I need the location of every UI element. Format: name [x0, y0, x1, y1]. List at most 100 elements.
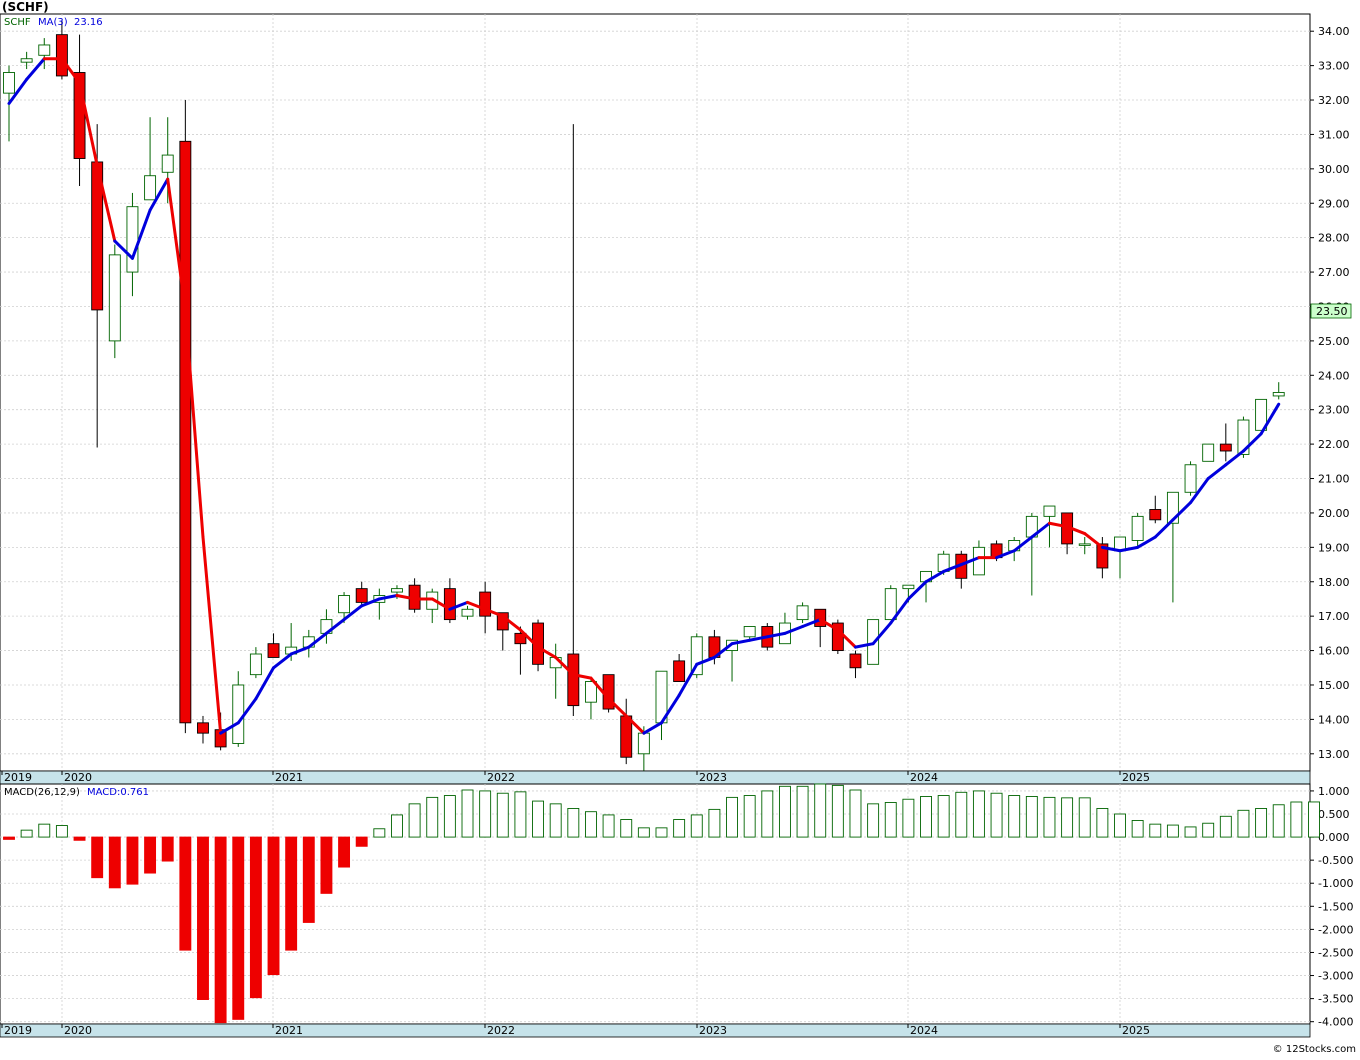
- macd-bar: [1096, 808, 1109, 838]
- candle-body: [1166, 491, 1179, 524]
- candle: [479, 581, 492, 634]
- candle: [567, 124, 580, 716]
- macd-bar: [1078, 797, 1091, 838]
- ma-segment: [1206, 463, 1228, 481]
- ma-segment: [871, 621, 893, 646]
- date-labels-bottom: 2019 2020 2021 2022 2023 2024 2025: [1, 1024, 1150, 1037]
- candle-body: [267, 643, 280, 658]
- macd-panel: [0, 783, 1311, 1025]
- macd-bar: [479, 790, 492, 838]
- ma-segment: [201, 535, 223, 735]
- macd-bar: [108, 836, 121, 889]
- macd-bar: [1025, 796, 1038, 838]
- candle: [1219, 423, 1232, 462]
- ma-segment: [730, 638, 752, 646]
- ma-segment: [342, 604, 364, 622]
- price-tick-label: 23.00: [1318, 404, 1350, 417]
- year-label: 2020: [64, 1024, 92, 1037]
- ma-segment: [1030, 521, 1051, 539]
- price-tick-label: 31.00: [1318, 128, 1350, 141]
- macd-bar: [920, 796, 932, 838]
- candle-body: [3, 72, 15, 94]
- chart-title: (SCHF): [2, 0, 49, 14]
- ma-value: 23.16: [74, 17, 103, 28]
- macd-bar: [761, 790, 774, 838]
- macd-bar: [1149, 823, 1162, 838]
- ma-segment: [395, 594, 417, 601]
- ma-segment: [95, 163, 117, 243]
- ma-segment: [1047, 521, 1069, 529]
- ma-segment: [7, 77, 29, 105]
- macd-bar: [585, 811, 597, 838]
- candle: [673, 654, 686, 682]
- candle: [38, 38, 51, 70]
- candle-body: [1131, 515, 1144, 541]
- ma-segment: [501, 614, 522, 632]
- candle-body: [197, 722, 209, 734]
- footer-credit: © 12Stocks.com: [1273, 1044, 1356, 1055]
- macd-bar: [267, 836, 280, 976]
- macd-y-axis: 1.000 0.500 0.000 -0.500 -1.000 -1.500 -2.000 -…: [1310, 785, 1353, 1029]
- candle: [144, 117, 157, 201]
- macd-bar: [20, 829, 33, 838]
- macd-bar: [796, 785, 809, 838]
- candle-body: [108, 254, 121, 342]
- ma-segment: [642, 721, 663, 735]
- candle-body: [479, 591, 492, 617]
- macd-bar: [1202, 822, 1215, 838]
- year-label: 2022: [487, 771, 515, 784]
- ma-segment: [906, 580, 928, 601]
- candle-body: [1202, 443, 1215, 462]
- year-label: 2019: [4, 771, 32, 784]
- candle-body: [585, 681, 597, 703]
- ma-segment: [1153, 518, 1175, 539]
- candle: [831, 619, 844, 655]
- macd-bar: [126, 836, 139, 885]
- macd-bar: [1184, 826, 1197, 838]
- macd-bar: [179, 836, 192, 951]
- price-tick-label: 24.00: [1318, 369, 1350, 382]
- ma-segment: [1171, 501, 1193, 522]
- candle-body: [1043, 505, 1056, 517]
- date-band-top: [0, 770, 1311, 785]
- year-label: 2022: [487, 1024, 515, 1037]
- year-label: 2024: [910, 771, 938, 784]
- macd-bar: [338, 836, 351, 868]
- candle-body: [637, 732, 650, 755]
- macd-bar: [1043, 796, 1056, 838]
- candle: [1255, 398, 1268, 431]
- candle: [814, 608, 827, 648]
- macd-bar: [1061, 797, 1074, 838]
- candle-body: [355, 588, 368, 603]
- candle: [690, 633, 703, 679]
- year-label: 2021: [275, 1024, 303, 1037]
- candle: [355, 581, 368, 606]
- candle-body: [1078, 543, 1091, 546]
- candle: [179, 100, 192, 734]
- macd-bar: [214, 836, 227, 1024]
- macd-bar: [161, 836, 174, 862]
- macd-bar: [1308, 801, 1320, 838]
- candle-body: [972, 546, 985, 576]
- macd-tick-label: -4.000: [1318, 1016, 1353, 1029]
- macd-bar: [549, 803, 562, 838]
- candle: [849, 650, 862, 679]
- ma-segment: [959, 556, 981, 567]
- last-price-badge-bg: [1310, 303, 1352, 319]
- macd-bar: [1131, 820, 1144, 838]
- ma-segment: [853, 642, 875, 649]
- ma-segment: [801, 618, 822, 628]
- year-label: 2025: [1122, 771, 1150, 784]
- macd-bar: [867, 803, 880, 838]
- macd-bar: [1219, 815, 1232, 838]
- ma-segment: [942, 563, 963, 573]
- ma-segment: [483, 607, 505, 618]
- ma-segment: [448, 600, 470, 611]
- candle-body: [20, 58, 33, 63]
- candle-body: [567, 653, 580, 707]
- candle-body: [1219, 443, 1232, 452]
- candle-body: [232, 684, 245, 744]
- candle-body: [55, 34, 68, 77]
- macd-bar: [955, 791, 968, 838]
